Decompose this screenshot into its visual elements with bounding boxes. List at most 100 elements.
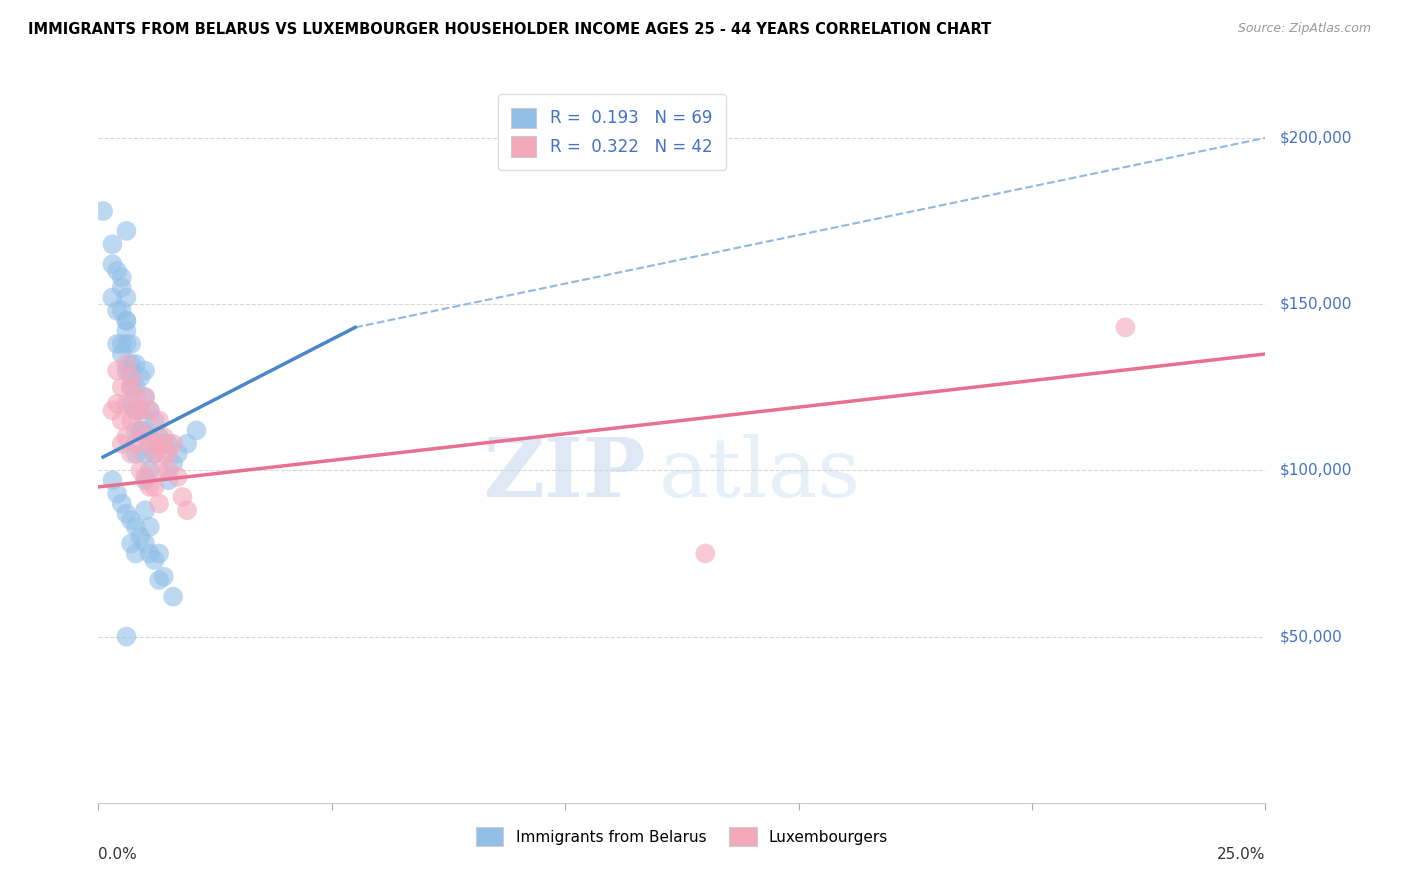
Point [120, 513, 142, 527]
Point [115, 630, 138, 644]
Point [125, 546, 148, 560]
Text: Source: ZipAtlas.com: Source: ZipAtlas.com [1237, 22, 1371, 36]
Point [115, 363, 138, 377]
Point [115, 430, 138, 444]
Point [152, 570, 174, 584]
Point [143, 413, 166, 427]
Point [105, 303, 128, 318]
Point [111, 303, 134, 318]
Point [120, 536, 142, 550]
Point [125, 424, 148, 438]
Point [152, 436, 174, 450]
Point [111, 497, 134, 511]
Point [129, 424, 152, 438]
Point [115, 290, 138, 304]
Point [125, 447, 148, 461]
Point [139, 546, 162, 560]
Point [115, 397, 138, 411]
Point [111, 413, 134, 427]
Point [125, 403, 148, 417]
Point [125, 390, 148, 404]
Point [134, 424, 156, 438]
Text: IMMIGRANTS FROM BELARUS VS LUXEMBOURGER HOUSEHOLDER INCOME AGES 25 - 44 YEARS CO: IMMIGRANTS FROM BELARUS VS LUXEMBOURGER … [28, 22, 991, 37]
Point [120, 380, 142, 394]
Point [148, 463, 170, 477]
Point [139, 430, 162, 444]
Point [139, 436, 162, 450]
Point [120, 357, 142, 371]
Point [111, 436, 134, 450]
Point [111, 280, 134, 294]
Point [134, 447, 156, 461]
Point [148, 436, 170, 450]
Point [111, 270, 134, 285]
Point [157, 473, 180, 487]
Point [176, 503, 198, 517]
Point [115, 314, 138, 328]
Point [125, 520, 148, 534]
Point [101, 403, 124, 417]
Point [162, 436, 184, 450]
Point [120, 363, 142, 377]
Point [120, 447, 142, 461]
Text: $200,000: $200,000 [1279, 130, 1351, 145]
Point [162, 457, 184, 471]
Point [166, 470, 188, 484]
Text: atlas: atlas [658, 434, 860, 514]
Point [115, 337, 138, 351]
Point [105, 397, 128, 411]
Point [101, 473, 124, 487]
Text: 0.0%: 0.0% [98, 847, 138, 862]
Point [115, 357, 138, 371]
Point [139, 520, 162, 534]
Point [139, 463, 162, 477]
Point [129, 403, 152, 417]
Point [105, 363, 128, 377]
Point [162, 590, 184, 604]
Point [111, 337, 134, 351]
Point [105, 486, 128, 500]
Point [91, 204, 114, 219]
Point [115, 324, 138, 338]
Legend: Immigrants from Belarus, Luxembourgers: Immigrants from Belarus, Luxembourgers [468, 820, 896, 854]
Point [695, 546, 717, 560]
Point [105, 337, 128, 351]
Point [129, 424, 152, 438]
Point [143, 553, 166, 567]
Point [125, 436, 148, 450]
Point [166, 447, 188, 461]
Point [139, 480, 162, 494]
Point [139, 403, 162, 417]
Point [134, 503, 156, 517]
Point [101, 257, 124, 271]
Point [125, 380, 148, 394]
Text: ZIP: ZIP [484, 434, 647, 514]
Point [134, 473, 156, 487]
Text: 25.0%: 25.0% [1218, 847, 1265, 862]
Point [143, 447, 166, 461]
Point [129, 463, 152, 477]
Point [129, 403, 152, 417]
Text: $100,000: $100,000 [1279, 463, 1351, 478]
Point [139, 403, 162, 417]
Point [148, 497, 170, 511]
Point [120, 337, 142, 351]
Point [120, 370, 142, 384]
Text: $50,000: $50,000 [1279, 629, 1343, 644]
Point [143, 447, 166, 461]
Point [120, 413, 142, 427]
Point [120, 380, 142, 394]
Point [148, 573, 170, 587]
Point [125, 403, 148, 417]
Point [129, 370, 152, 384]
Point [134, 363, 156, 377]
Point [148, 436, 170, 450]
Point [111, 380, 134, 394]
Point [111, 347, 134, 361]
Point [115, 314, 138, 328]
Point [157, 463, 180, 477]
Point [120, 397, 142, 411]
Point [101, 290, 124, 304]
Point [157, 436, 180, 450]
Point [186, 424, 208, 438]
